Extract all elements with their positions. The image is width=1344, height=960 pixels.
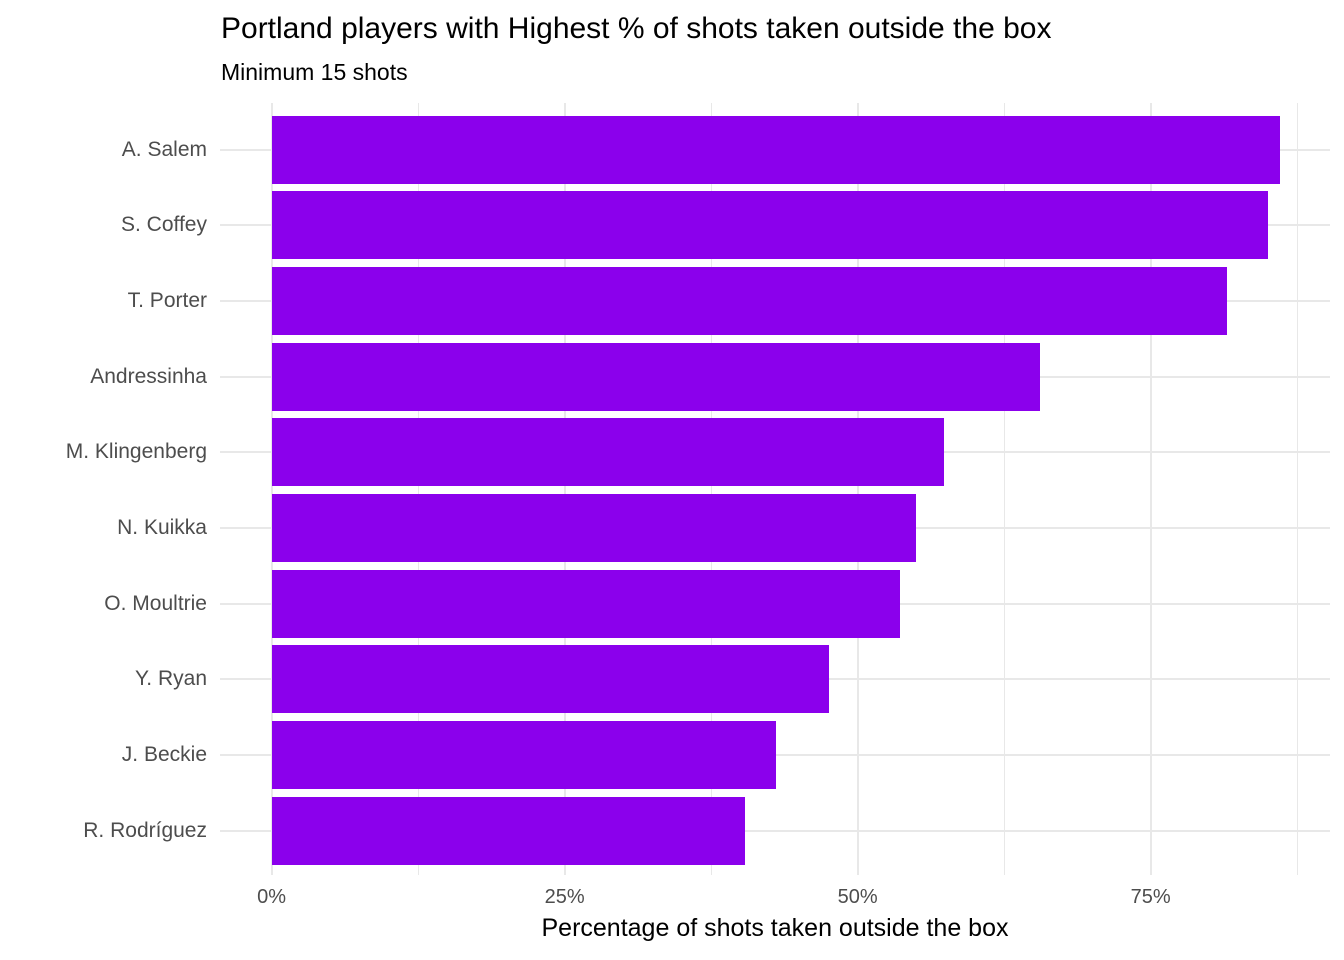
- y-axis-label: T. Porter: [127, 288, 207, 312]
- bar: [271, 418, 945, 487]
- y-axis-label: O. Moultrie: [104, 591, 207, 615]
- bar: [271, 721, 776, 790]
- bar: [271, 342, 1041, 411]
- major-gridline: [270, 103, 273, 875]
- y-axis-label: M. Klingenberg: [65, 440, 207, 464]
- y-axis-label: Y. Ryan: [135, 667, 207, 691]
- chart-subtitle: Minimum 15 shots: [221, 59, 408, 85]
- x-tick-label: 75%: [1130, 886, 1171, 908]
- minor-gridline: [417, 103, 419, 875]
- bar: [271, 115, 1280, 184]
- y-axis-label: A. Salem: [121, 137, 207, 161]
- minor-gridline: [1003, 103, 1005, 875]
- x-axis-title: Percentage of shots taken outside the bo…: [541, 914, 1009, 942]
- chart-title: Portland players with Highest % of shots…: [221, 12, 1052, 45]
- major-gridline: [563, 103, 566, 875]
- major-gridline: [856, 103, 859, 875]
- bar: [271, 569, 900, 638]
- minor-gridline: [1296, 103, 1298, 875]
- bar: [271, 191, 1268, 260]
- y-axis-label: S. Coffey: [121, 213, 207, 237]
- bar: [271, 494, 917, 563]
- x-tick-label: 0%: [257, 886, 287, 908]
- y-axis-label: R. Rodríguez: [83, 818, 207, 842]
- x-tick-label: 50%: [837, 886, 878, 908]
- major-gridline: [1149, 103, 1152, 875]
- plot-panel: [220, 103, 1330, 875]
- bar: [271, 645, 830, 714]
- row-gridline: [220, 829, 1330, 832]
- bar: [271, 796, 746, 865]
- y-axis-label: Andressinha: [90, 364, 207, 388]
- bar: [271, 266, 1227, 335]
- minor-gridline: [710, 103, 712, 875]
- x-tick-label: 25%: [544, 886, 585, 908]
- y-axis-label: J. Beckie: [121, 743, 207, 767]
- y-axis-label: N. Kuikka: [117, 516, 207, 540]
